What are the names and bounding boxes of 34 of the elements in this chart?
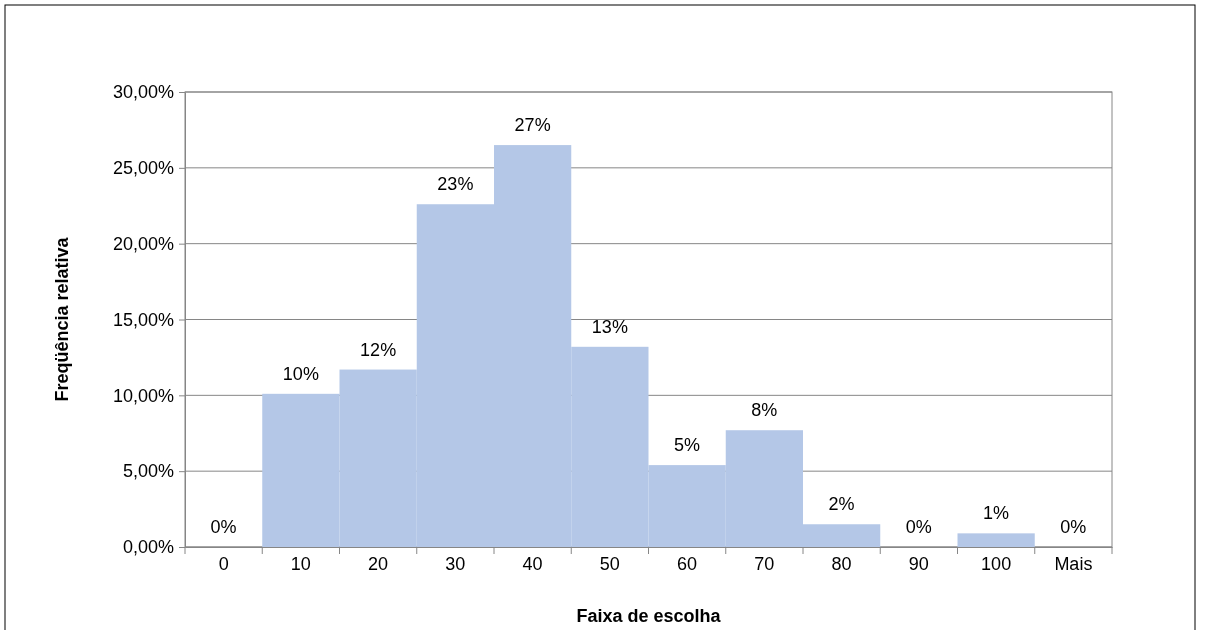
data-label: 2% bbox=[828, 494, 855, 515]
data-label: 1% bbox=[983, 503, 1010, 524]
data-label: 0% bbox=[905, 517, 932, 537]
x-tick-label: 40 bbox=[522, 553, 543, 574]
data-label: 27% bbox=[514, 115, 551, 136]
y-axis-title: Freqüência relativa bbox=[52, 236, 72, 402]
y-tick-label: 15,00% bbox=[112, 309, 174, 330]
x-tick-label: Mais bbox=[1054, 553, 1093, 574]
data-label: 12% bbox=[360, 339, 397, 360]
x-tick-label: 10 bbox=[290, 553, 311, 574]
x-tick-label: 100 bbox=[981, 553, 1012, 574]
y-tick-label: 10,00% bbox=[112, 385, 174, 406]
data-label: 5% bbox=[674, 435, 701, 456]
bar bbox=[957, 533, 1035, 547]
data-label: 8% bbox=[751, 400, 778, 421]
y-tick-label: 30,00% bbox=[112, 82, 174, 103]
x-tick-label: 30 bbox=[445, 553, 466, 574]
y-tick-label: 25,00% bbox=[112, 158, 174, 179]
data-label: 13% bbox=[591, 316, 628, 337]
data-label: 10% bbox=[282, 363, 319, 384]
x-tick-label: 60 bbox=[677, 553, 698, 574]
y-tick-label: 5,00% bbox=[122, 461, 174, 482]
x-tick-label: 50 bbox=[599, 553, 620, 574]
x-tick-label: 0 bbox=[218, 553, 229, 574]
x-axis-title: Faixa de escolha bbox=[576, 606, 722, 626]
data-label: 0% bbox=[210, 517, 237, 537]
x-tick-label: 80 bbox=[831, 553, 852, 574]
data-label: 23% bbox=[437, 174, 474, 195]
y-tick-label: 0,00% bbox=[122, 537, 174, 558]
x-tick-label: 70 bbox=[754, 553, 775, 574]
x-tick-label: 90 bbox=[908, 553, 929, 574]
x-tick-label: 20 bbox=[368, 553, 389, 574]
y-tick-label: 20,00% bbox=[112, 233, 174, 254]
data-label: 0% bbox=[1060, 517, 1087, 537]
